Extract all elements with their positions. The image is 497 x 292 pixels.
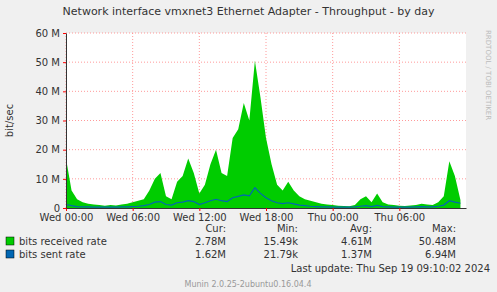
grid-line [332, 33, 333, 208]
legend-swatch [6, 250, 14, 258]
y-axis-line [66, 34, 67, 209]
y-tick-mark [63, 33, 66, 34]
x-tick: Wed 00:00 [40, 208, 94, 223]
x-tick-label: Wed 18:00 [240, 212, 294, 223]
y-tick-label: 20 M [35, 144, 60, 155]
legend-stat: 50.48M [419, 236, 456, 247]
legend: Cur: Min: Avg: Max: bits received rate 2.78M 1… [6, 223, 456, 260]
legend-stat: 1.62M [195, 249, 226, 260]
plot-area [66, 61, 460, 208]
y-tick: 40 M [35, 86, 66, 97]
grid-line [399, 33, 400, 208]
x-tick-label: Thu 06:00 [373, 212, 425, 223]
grid [66, 33, 466, 208]
x-tick-mark [333, 208, 334, 211]
chart: Network interface vmxnet3 Ethernet Adapt… [0, 0, 497, 292]
plot-background [66, 33, 466, 208]
legend-stat: 15.49k [264, 236, 299, 247]
legend-header: Cur: [205, 223, 226, 234]
legend-stat: 21.79k [264, 249, 299, 260]
area-series [66, 61, 460, 208]
last-update: Last update: Thu Sep 19 09:10:02 2024 [291, 263, 490, 274]
x-tick: Thu 06:00 [373, 208, 425, 223]
y-tick: 30 M [35, 115, 66, 126]
title: Network interface vmxnet3 Ethernet Adapt… [63, 5, 435, 18]
x-tick: Thu 00:00 [307, 208, 359, 223]
legend-header: Min: [277, 223, 298, 234]
background [0, 0, 497, 292]
watermark: RRDTOOL / TOBI OETIKER [484, 30, 492, 120]
legend-stat: 6.94M [425, 249, 456, 260]
y-tick: 60 M [35, 28, 66, 39]
y-tick-label: 40 M [35, 86, 60, 97]
line-series [66, 188, 460, 207]
x-tick-mark [399, 208, 400, 211]
y-tick-mark [63, 150, 66, 151]
y-tick: 50 M [35, 57, 66, 68]
credit: Munin 2.0.25-2ubuntu0.16.04.4 [185, 280, 312, 289]
y-tick: 0 [54, 203, 66, 214]
legend-stat: 2.78M [195, 236, 226, 247]
x-tick-label: Wed 00:00 [40, 212, 94, 223]
x-axis: Wed 00:00 Wed 06:00 Wed 12:00 Wed 18:00 Thu … [40, 208, 467, 223]
legend-label: bits sent rate [19, 249, 86, 260]
x-tick-label: Thu 00:00 [307, 212, 359, 223]
legend-swatch [6, 237, 14, 245]
y-tick-label: 60 M [35, 28, 60, 39]
y-tick-mark [63, 91, 66, 92]
legend-label: bits received rate [19, 236, 107, 247]
y-tick-label: 0 [54, 203, 60, 214]
grid-line [66, 62, 466, 63]
legend-header: Avg: [350, 223, 372, 234]
y-tick-label: 30 M [35, 115, 60, 126]
x-tick: Wed 18:00 [240, 208, 294, 223]
y-tick-mark [63, 62, 66, 63]
y-axis: 0 10 M 20 M 30 M 40 M 50 M 60 M [35, 28, 66, 214]
x-tick-label: Wed 12:00 [173, 212, 227, 223]
x-tick: Wed 06:00 [106, 208, 160, 223]
x-tick-mark [133, 208, 134, 211]
grid-line [199, 33, 200, 208]
y-tick-label: 10 M [35, 174, 60, 185]
legend-header: Max: [432, 223, 456, 234]
x-tick-label: Wed 06:00 [106, 212, 160, 223]
x-tick-mark [199, 208, 200, 211]
x-tick: Wed 12:00 [173, 208, 227, 223]
x-tick-mark [266, 208, 267, 211]
legend-stat: 1.37M [341, 249, 372, 260]
y-axis-title: bit/sec [4, 104, 15, 137]
y-tick-mark [63, 208, 66, 209]
y-tick-mark [63, 179, 66, 180]
y-tick-mark [63, 121, 66, 122]
y-tick: 10 M [35, 174, 66, 185]
y-tick: 20 M [35, 144, 66, 155]
legend-stat: 4.61M [341, 236, 372, 247]
y-tick-label: 50 M [35, 57, 60, 68]
grid-line [132, 33, 133, 208]
